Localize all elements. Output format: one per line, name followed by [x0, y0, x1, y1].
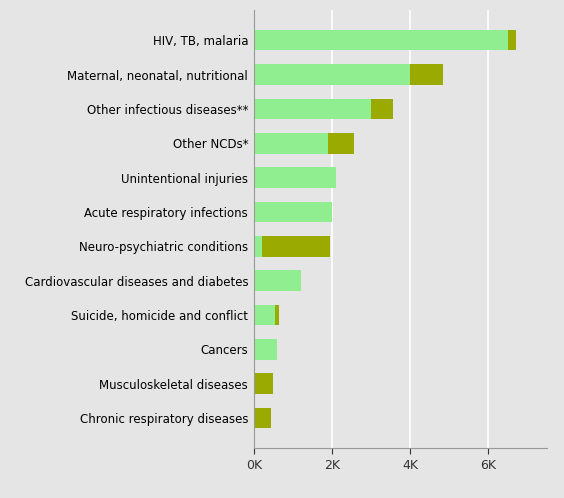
Bar	[328, 133, 354, 153]
Bar	[508, 30, 516, 50]
Bar	[410, 64, 443, 85]
Bar	[254, 339, 277, 360]
Bar	[254, 202, 332, 222]
Bar	[262, 236, 330, 256]
Bar	[254, 30, 508, 50]
Bar	[254, 236, 262, 256]
Bar	[371, 99, 393, 119]
Bar	[254, 374, 272, 394]
Bar	[254, 270, 301, 291]
Bar	[254, 133, 328, 153]
Bar	[254, 167, 336, 188]
Bar	[275, 305, 279, 325]
Bar	[254, 408, 271, 428]
Bar	[254, 305, 275, 325]
Bar	[254, 64, 410, 85]
Bar	[254, 99, 371, 119]
